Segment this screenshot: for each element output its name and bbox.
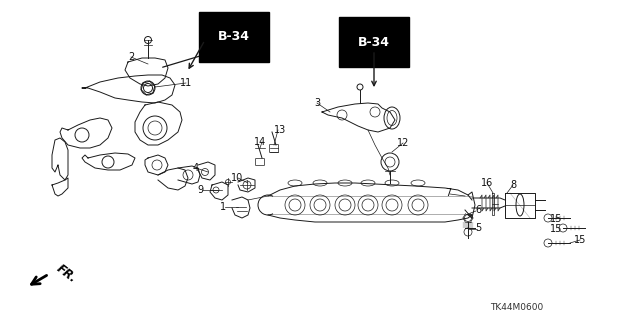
Text: TK44M0600: TK44M0600 [490,303,543,313]
Text: B-34: B-34 [358,35,390,48]
Text: 16: 16 [481,178,493,188]
Text: 7: 7 [445,188,451,198]
Text: FR.: FR. [54,262,79,286]
Text: 11: 11 [180,78,192,88]
Text: 10: 10 [231,173,243,183]
Text: 4: 4 [193,163,199,173]
Text: 14: 14 [254,137,266,147]
Text: 2: 2 [128,52,134,62]
Text: 1: 1 [220,202,226,212]
Text: 9: 9 [197,185,203,195]
Text: 12: 12 [397,138,409,148]
Text: 15: 15 [574,235,586,245]
Text: 15: 15 [550,214,562,224]
Text: 3: 3 [314,98,320,108]
Text: B-34: B-34 [218,31,250,43]
Text: 15: 15 [550,224,562,234]
Text: 13: 13 [274,125,286,135]
Text: 8: 8 [510,180,516,190]
Text: 6: 6 [475,205,481,215]
Text: 5: 5 [475,223,481,233]
